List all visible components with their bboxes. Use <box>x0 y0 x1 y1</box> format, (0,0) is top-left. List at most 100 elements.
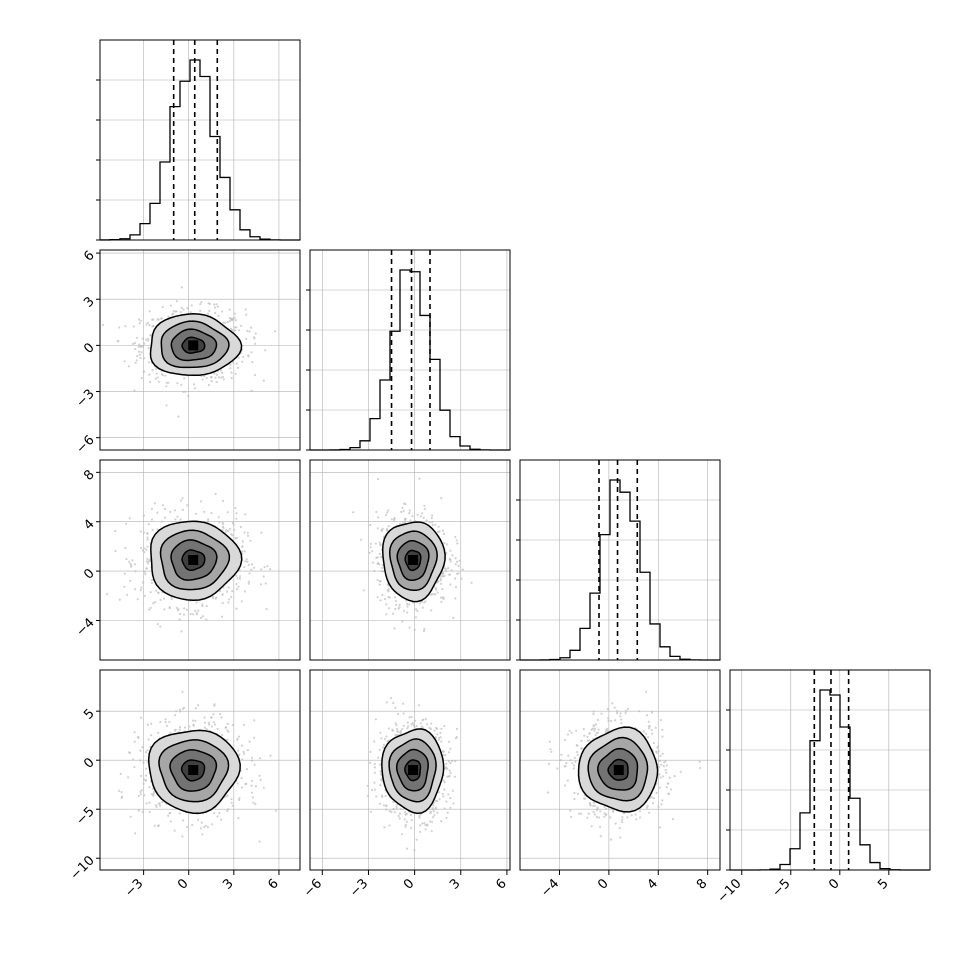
scatter-point <box>550 750 553 753</box>
scatter-point <box>140 774 143 778</box>
scatter-point <box>378 541 381 544</box>
scatter-point <box>440 496 443 500</box>
x-tick-label-1-4: 6 <box>493 876 509 892</box>
scatter-point <box>397 814 400 818</box>
scatter-point <box>253 736 256 739</box>
scatter-point <box>136 598 139 601</box>
density-panel-0-1 <box>99 249 301 451</box>
scatter-point <box>235 362 238 365</box>
scatter-point <box>148 324 151 327</box>
scatter-point <box>624 712 627 715</box>
scatter-point <box>379 731 382 734</box>
scatter-point <box>422 629 426 633</box>
histogram-steps-3 <box>730 689 930 871</box>
scatter-point <box>227 601 230 604</box>
scatter-point <box>219 590 222 593</box>
scatter-point <box>454 597 457 600</box>
scatter-point <box>216 815 219 818</box>
scatter-point <box>380 570 383 573</box>
scatter-point <box>213 812 216 815</box>
scatter-point <box>620 721 623 725</box>
scatter-point <box>547 762 551 765</box>
scatter-point <box>163 608 166 611</box>
scatter-point <box>226 511 229 514</box>
panel-frame <box>309 249 511 451</box>
scatter-point <box>147 339 150 342</box>
scatter-point <box>220 818 223 821</box>
scatter-point <box>443 781 446 784</box>
scatter-point <box>606 708 609 711</box>
scatter-point <box>157 591 160 595</box>
scatter-point <box>274 809 278 812</box>
scatter-point <box>378 802 382 805</box>
scatter-point <box>126 593 129 596</box>
scatter-point <box>127 751 131 754</box>
scatter-point <box>630 814 633 817</box>
scatter-point <box>203 726 206 729</box>
scatter-point <box>192 724 195 727</box>
contour-line-1 <box>160 320 230 369</box>
scatter-point <box>408 511 411 515</box>
scatter-point <box>447 793 450 796</box>
scatter-point <box>190 304 193 307</box>
scatter-point <box>417 704 420 707</box>
scatter-point <box>665 771 668 774</box>
scatter-point <box>593 729 596 732</box>
scatter-point <box>143 571 146 574</box>
scatter-point <box>406 605 409 608</box>
scatter-point <box>165 404 168 407</box>
y-tick-label-2-2: 4 <box>81 517 97 533</box>
scatter-point <box>650 729 653 732</box>
scatter-point <box>237 356 240 359</box>
scatter-point <box>606 727 609 731</box>
scatter-point <box>173 509 177 512</box>
scatter-point <box>176 515 179 518</box>
contour-line-2 <box>395 748 429 792</box>
scatter-point <box>254 785 258 788</box>
scatter-point <box>470 581 473 584</box>
scatter-point <box>174 728 177 731</box>
scatter-point <box>260 568 263 571</box>
panel-frame <box>99 459 301 661</box>
scatter-point <box>582 797 586 800</box>
scatter-point <box>225 528 228 532</box>
scatter-point <box>385 808 388 811</box>
scatter-point <box>250 389 253 392</box>
histogram-steps-2 <box>519 479 721 661</box>
scatter-point <box>548 740 551 743</box>
scatter-point <box>151 369 154 372</box>
scatter-point <box>269 754 272 757</box>
scatter-point <box>619 715 622 718</box>
scatter-point <box>238 329 241 332</box>
scatter-point <box>241 360 244 363</box>
scatter-point <box>148 608 151 611</box>
scatter-point <box>650 711 654 714</box>
scatter-point <box>449 762 452 765</box>
scatter-point <box>156 528 159 531</box>
scatter-point <box>203 825 206 829</box>
scatter-point <box>303 791 305 793</box>
scatter-point <box>373 781 376 784</box>
scatter-point <box>205 377 208 380</box>
scatter-point <box>440 727 443 730</box>
scatter-point <box>412 723 415 726</box>
scatter-point <box>161 305 164 308</box>
scatter-point <box>168 812 171 815</box>
scatter-point <box>157 380 160 383</box>
scatter-point <box>222 321 225 324</box>
scatter-point <box>373 788 376 791</box>
scatter-point <box>447 751 450 754</box>
scatter-point <box>241 545 244 548</box>
scatter-point <box>460 577 463 580</box>
scatter-point <box>446 811 449 814</box>
scatter-point <box>179 710 182 713</box>
scatter-point <box>399 729 403 733</box>
scatter-point <box>436 811 439 814</box>
scatter-point <box>154 377 157 380</box>
scatter-point <box>258 840 261 843</box>
scatter-point <box>576 792 580 796</box>
scatter-point <box>127 776 130 779</box>
scatter-point <box>250 779 254 782</box>
scatter-point <box>560 753 563 756</box>
